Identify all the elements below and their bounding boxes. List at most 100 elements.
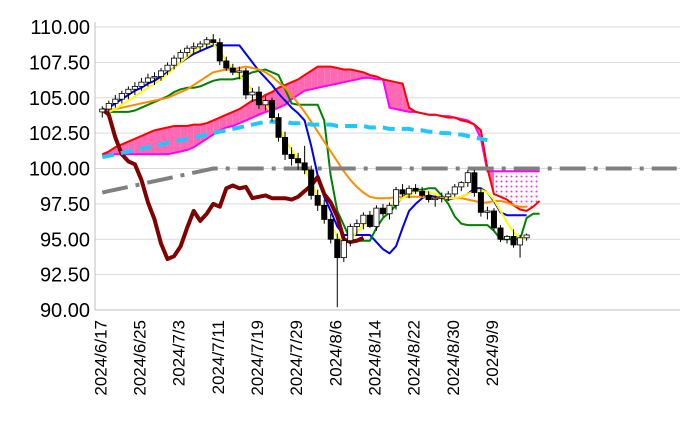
cloud-segment (324, 66, 331, 87)
cloud-segment (291, 79, 299, 100)
y-tick-label: 97.50 (40, 194, 90, 216)
candlesticks (99, 34, 530, 308)
cloud-segment (245, 100, 253, 121)
candle-body (164, 64, 171, 72)
cloud-segment (232, 109, 240, 127)
candle-body (301, 162, 308, 171)
candle-body (353, 223, 360, 227)
cloud-segment (161, 127, 168, 155)
candle-body (490, 210, 497, 229)
x-tick-label: 2024/7/11 (209, 320, 228, 394)
candle-body (197, 43, 204, 48)
candle-body (236, 70, 243, 73)
candle-body (419, 190, 426, 196)
candle-body (249, 91, 256, 96)
candle-body (288, 153, 295, 159)
cloud-segment (520, 171, 527, 211)
candle-body (314, 194, 321, 206)
cloud-segment (389, 80, 397, 110)
candle-body (131, 86, 138, 90)
series-line-3 (102, 43, 527, 244)
candle-body (144, 77, 151, 83)
candle-body (112, 98, 119, 104)
cloud-segment (526, 171, 534, 211)
axes: 110.00 107.50 105.00 102.50 100.00 97.50 95.00… (29, 17, 680, 396)
x-tick-label: 2024/8/30 (444, 320, 463, 396)
series-line-4 (100, 107, 365, 262)
candle-body (151, 76, 158, 79)
candle-body (484, 210, 491, 213)
candle-body (438, 196, 445, 199)
candle-body (425, 194, 432, 201)
cloud-segment (356, 70, 364, 80)
candle-body (366, 214, 373, 227)
candle-body (203, 39, 210, 45)
cloud-segment (350, 69, 357, 81)
cloud-segment (219, 114, 227, 131)
cloud-segment (311, 66, 318, 90)
y-tick-label: 92.50 (40, 265, 90, 287)
cloud-segment (343, 69, 351, 83)
candle-body (334, 238, 341, 259)
candle-body (138, 81, 145, 87)
leading-span-b-line (102, 76, 540, 173)
y-tick-label: 107.50 (29, 52, 90, 74)
candle-body (497, 227, 504, 240)
candle-body (105, 103, 112, 110)
candle-body (379, 207, 386, 215)
y-tick-label: 110.00 (30, 17, 90, 39)
candle-body (308, 169, 315, 196)
series-line-6 (101, 119, 488, 160)
cloud-segment (396, 82, 403, 111)
candle-body (432, 197, 439, 201)
candle-body (477, 192, 484, 213)
x-tick-label: 2024/8/6 (326, 320, 345, 386)
candle-body (347, 226, 354, 242)
candle-body (184, 47, 191, 53)
candle-body (262, 100, 269, 106)
series-line-1 (102, 68, 540, 242)
y-tick-label: 95.00 (40, 229, 90, 251)
candle-body (229, 67, 236, 73)
candle-body (517, 237, 524, 246)
candle-body (118, 93, 125, 100)
candle-body (242, 70, 249, 96)
cloud-segment (500, 171, 508, 200)
y-tick-label: 102.50 (29, 123, 90, 145)
candle-body (99, 108, 106, 113)
candle-body (327, 219, 334, 240)
x-tick-label: 2024/7/29 (287, 320, 306, 396)
candle-body (158, 70, 165, 77)
cloud-segment (167, 126, 175, 155)
cloud-segment (298, 75, 305, 95)
candle-body (510, 236, 517, 246)
candle-body (210, 39, 217, 43)
candle-body (340, 240, 347, 259)
indicator-lines (100, 43, 677, 262)
cloud-segment (317, 66, 325, 88)
cloud-segment (337, 68, 344, 84)
candle-body (268, 100, 276, 118)
candle-body (393, 189, 400, 206)
cloud-segment (239, 104, 246, 124)
cloud-segment (187, 124, 194, 151)
x-tick-label: 2024/6/17 (91, 320, 110, 396)
x-tick-label: 2024/7/3 (170, 320, 189, 386)
candle-body (295, 158, 302, 164)
cloud-segment (304, 70, 312, 91)
candle-body (503, 236, 511, 240)
cloud-segment (533, 171, 540, 207)
candle-body (386, 204, 393, 215)
x-tick-label: 2024/8/14 (365, 320, 384, 396)
x-tick-label: 2024/8/22 (405, 320, 424, 396)
x-tick-label: 2024/9/9 (483, 320, 502, 386)
candle-body (190, 46, 197, 49)
candle-body (125, 88, 132, 94)
cloud-segment (147, 130, 155, 155)
candle-body (458, 182, 465, 188)
cloud-segment (226, 111, 233, 128)
candle-body (223, 60, 230, 69)
leading-span-a-line (101, 65, 541, 212)
cloud-segment (206, 120, 214, 139)
